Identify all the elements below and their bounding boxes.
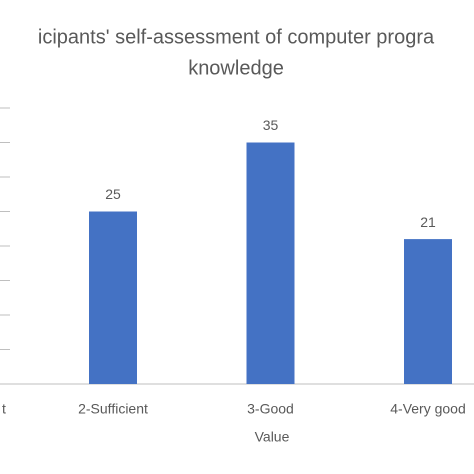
value-label: 35 [263,117,279,133]
bar [404,239,452,384]
value-label: 25 [105,186,121,202]
x-axis-label: Value [255,429,290,445]
x-tick-label: 4-Very good [390,401,466,417]
x-tick-label: 3-Good [247,401,294,417]
x-tick-label: 2-Sufficient [78,401,148,417]
x-tick-label: t [2,401,6,417]
chart-title: knowledge [188,57,284,79]
value-label: 21 [420,214,436,230]
chart-title: icipants' self-assessment of computer pr… [38,26,435,48]
bar [246,142,295,384]
bar [89,211,137,384]
